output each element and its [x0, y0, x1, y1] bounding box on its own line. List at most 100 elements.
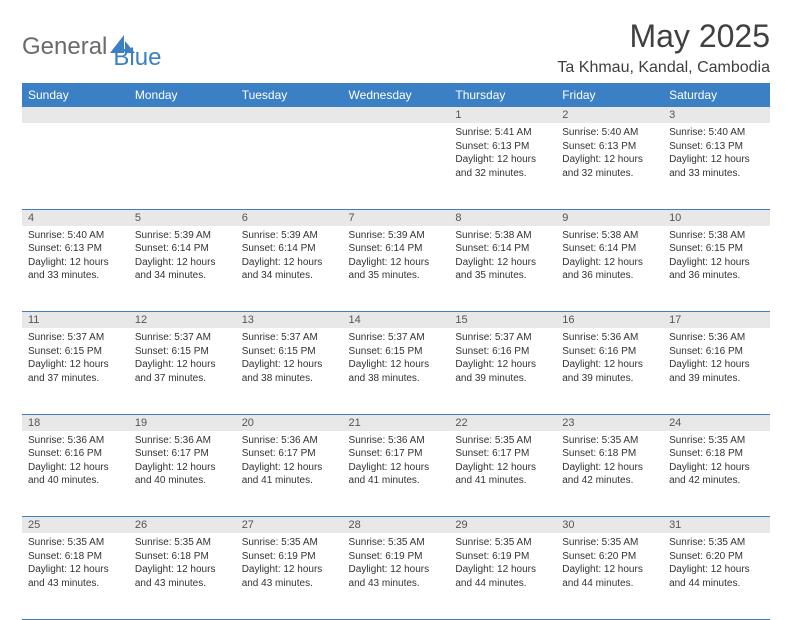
day-cell: Sunrise: 5:35 AMSunset: 6:20 PMDaylight:… [556, 533, 663, 619]
day-cell-content: Sunrise: 5:36 AMSunset: 6:17 PMDaylight:… [129, 431, 236, 492]
sunset-line: Sunset: 6:17 PM [455, 447, 550, 461]
day-cell [343, 123, 450, 209]
daylight-line: Daylight: 12 hours and 32 minutes. [562, 153, 657, 180]
daylight-line: Daylight: 12 hours and 36 minutes. [562, 256, 657, 283]
sunrise-line: Sunrise: 5:41 AM [455, 126, 550, 140]
day-number-row: 45678910 [22, 209, 770, 226]
day-cell: Sunrise: 5:37 AMSunset: 6:15 PMDaylight:… [129, 328, 236, 414]
day-cell-content: Sunrise: 5:39 AMSunset: 6:14 PMDaylight:… [129, 226, 236, 287]
sunset-line: Sunset: 6:14 PM [135, 242, 230, 256]
sunrise-line: Sunrise: 5:35 AM [135, 536, 230, 550]
calendar-table: Sunday Monday Tuesday Wednesday Thursday… [22, 83, 770, 620]
day-cell: Sunrise: 5:39 AMSunset: 6:14 PMDaylight:… [236, 226, 343, 312]
day-cell-content: Sunrise: 5:36 AMSunset: 6:17 PMDaylight:… [343, 431, 450, 492]
day-cell: Sunrise: 5:35 AMSunset: 6:17 PMDaylight:… [449, 431, 556, 517]
title-block: May 2025 Ta Khmau, Kandal, Cambodia [557, 18, 770, 77]
day-cell: Sunrise: 5:38 AMSunset: 6:14 PMDaylight:… [556, 226, 663, 312]
weekday-header: Wednesday [343, 83, 450, 107]
sunrise-line: Sunrise: 5:35 AM [455, 434, 550, 448]
day-number-cell: 18 [22, 414, 129, 431]
sunset-line: Sunset: 6:18 PM [135, 550, 230, 564]
day-cell-content: Sunrise: 5:35 AMSunset: 6:18 PMDaylight:… [556, 431, 663, 492]
daylight-line: Daylight: 12 hours and 34 minutes. [242, 256, 337, 283]
day-cell-content: Sunrise: 5:38 AMSunset: 6:15 PMDaylight:… [663, 226, 770, 287]
sunset-line: Sunset: 6:14 PM [455, 242, 550, 256]
day-cell: Sunrise: 5:35 AMSunset: 6:18 PMDaylight:… [663, 431, 770, 517]
day-cell-content: Sunrise: 5:35 AMSunset: 6:20 PMDaylight:… [663, 533, 770, 594]
day-number-cell: 8 [449, 209, 556, 226]
day-number-cell [236, 107, 343, 123]
sunrise-line: Sunrise: 5:35 AM [562, 536, 657, 550]
day-number-cell: 1 [449, 107, 556, 123]
sunrise-line: Sunrise: 5:36 AM [135, 434, 230, 448]
daylight-line: Daylight: 12 hours and 36 minutes. [669, 256, 764, 283]
day-number-row: 18192021222324 [22, 414, 770, 431]
day-cell: Sunrise: 5:36 AMSunset: 6:16 PMDaylight:… [663, 328, 770, 414]
day-cell-content: Sunrise: 5:35 AMSunset: 6:18 PMDaylight:… [22, 533, 129, 594]
location-text: Ta Khmau, Kandal, Cambodia [557, 59, 770, 77]
sunrise-line: Sunrise: 5:36 AM [349, 434, 444, 448]
daylight-line: Daylight: 12 hours and 33 minutes. [28, 256, 123, 283]
sunrise-line: Sunrise: 5:40 AM [28, 229, 123, 243]
day-cell: Sunrise: 5:35 AMSunset: 6:19 PMDaylight:… [449, 533, 556, 619]
day-number-cell: 10 [663, 209, 770, 226]
daylight-line: Daylight: 12 hours and 44 minutes. [669, 563, 764, 590]
daylight-line: Daylight: 12 hours and 33 minutes. [669, 153, 764, 180]
day-number-cell: 2 [556, 107, 663, 123]
day-cell: Sunrise: 5:40 AMSunset: 6:13 PMDaylight:… [556, 123, 663, 209]
day-cell: Sunrise: 5:35 AMSunset: 6:18 PMDaylight:… [22, 533, 129, 619]
sunset-line: Sunset: 6:20 PM [562, 550, 657, 564]
daylight-line: Daylight: 12 hours and 37 minutes. [28, 358, 123, 385]
daylight-line: Daylight: 12 hours and 42 minutes. [669, 461, 764, 488]
sunrise-line: Sunrise: 5:35 AM [28, 536, 123, 550]
day-cell: Sunrise: 5:35 AMSunset: 6:19 PMDaylight:… [343, 533, 450, 619]
day-cell-content: Sunrise: 5:37 AMSunset: 6:15 PMDaylight:… [236, 328, 343, 389]
day-content-row: Sunrise: 5:37 AMSunset: 6:15 PMDaylight:… [22, 328, 770, 414]
day-cell [129, 123, 236, 209]
day-cell: Sunrise: 5:40 AMSunset: 6:13 PMDaylight:… [22, 226, 129, 312]
day-number-cell: 15 [449, 312, 556, 329]
day-cell: Sunrise: 5:36 AMSunset: 6:16 PMDaylight:… [22, 431, 129, 517]
weekday-header-row: Sunday Monday Tuesday Wednesday Thursday… [22, 83, 770, 107]
daylight-line: Daylight: 12 hours and 43 minutes. [28, 563, 123, 590]
daylight-line: Daylight: 12 hours and 43 minutes. [242, 563, 337, 590]
day-number-cell: 21 [343, 414, 450, 431]
sunrise-line: Sunrise: 5:37 AM [242, 331, 337, 345]
sunrise-line: Sunrise: 5:39 AM [349, 229, 444, 243]
day-number-cell: 9 [556, 209, 663, 226]
sunrise-line: Sunrise: 5:35 AM [455, 536, 550, 550]
weekday-header: Monday [129, 83, 236, 107]
sunset-line: Sunset: 6:18 PM [669, 447, 764, 461]
day-number-cell: 5 [129, 209, 236, 226]
sunset-line: Sunset: 6:13 PM [562, 140, 657, 154]
sunset-line: Sunset: 6:17 PM [135, 447, 230, 461]
sunrise-line: Sunrise: 5:37 AM [455, 331, 550, 345]
day-number-cell: 7 [343, 209, 450, 226]
day-number-row: 123 [22, 107, 770, 123]
day-cell: Sunrise: 5:36 AMSunset: 6:16 PMDaylight:… [556, 328, 663, 414]
sunset-line: Sunset: 6:13 PM [455, 140, 550, 154]
day-cell-content: Sunrise: 5:40 AMSunset: 6:13 PMDaylight:… [556, 123, 663, 184]
sunrise-line: Sunrise: 5:40 AM [562, 126, 657, 140]
sunrise-line: Sunrise: 5:35 AM [562, 434, 657, 448]
day-cell-content: Sunrise: 5:38 AMSunset: 6:14 PMDaylight:… [449, 226, 556, 287]
day-cell-content: Sunrise: 5:38 AMSunset: 6:14 PMDaylight:… [556, 226, 663, 287]
sunset-line: Sunset: 6:16 PM [455, 345, 550, 359]
day-number-cell: 6 [236, 209, 343, 226]
day-cell-content: Sunrise: 5:35 AMSunset: 6:19 PMDaylight:… [236, 533, 343, 594]
day-number-cell: 17 [663, 312, 770, 329]
sunset-line: Sunset: 6:13 PM [28, 242, 123, 256]
daylight-line: Daylight: 12 hours and 35 minutes. [349, 256, 444, 283]
day-cell-content: Sunrise: 5:36 AMSunset: 6:16 PMDaylight:… [663, 328, 770, 389]
sunrise-line: Sunrise: 5:36 AM [242, 434, 337, 448]
day-number-cell: 20 [236, 414, 343, 431]
day-number-cell: 13 [236, 312, 343, 329]
day-number-row: 25262728293031 [22, 517, 770, 534]
daylight-line: Daylight: 12 hours and 32 minutes. [455, 153, 550, 180]
day-number-cell: 30 [556, 517, 663, 534]
sunset-line: Sunset: 6:14 PM [349, 242, 444, 256]
day-cell: Sunrise: 5:35 AMSunset: 6:18 PMDaylight:… [129, 533, 236, 619]
sunrise-line: Sunrise: 5:35 AM [669, 434, 764, 448]
page-header: General Blue May 2025 Ta Khmau, Kandal, … [22, 18, 770, 77]
day-cell-content: Sunrise: 5:36 AMSunset: 6:16 PMDaylight:… [22, 431, 129, 492]
